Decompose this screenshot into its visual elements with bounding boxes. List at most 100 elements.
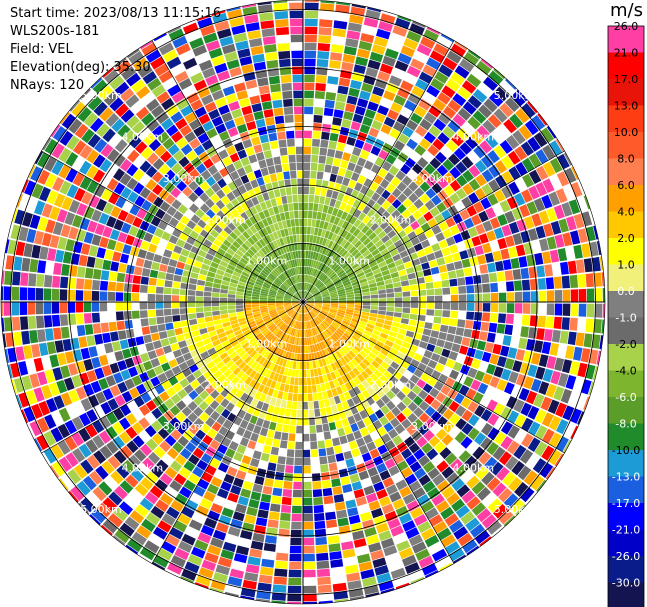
- radar-gate: [531, 352, 541, 365]
- radar-gate: [457, 319, 466, 328]
- radar-gate: [554, 234, 565, 248]
- radar-gate: [453, 554, 466, 564]
- radar-gate: [252, 352, 260, 361]
- radar-gate: [500, 436, 513, 450]
- radar-gate: [203, 224, 213, 234]
- radar-gate: [528, 169, 542, 184]
- radar-gate: [203, 32, 218, 44]
- radar-gate: [389, 347, 399, 356]
- radar-gate: [303, 290, 305, 298]
- radar-gate: [68, 226, 79, 240]
- radar-gate: [139, 284, 148, 293]
- radar-gate: [242, 342, 250, 350]
- radar-gate: [146, 152, 159, 165]
- radar-gate: [68, 389, 80, 403]
- radar-gate: [338, 293, 346, 297]
- radar-gate: [284, 253, 290, 261]
- radar-gate: [449, 225, 460, 236]
- radar-gate: [296, 305, 301, 312]
- radar-gate: [315, 335, 321, 343]
- radar-gate: [72, 140, 87, 155]
- radar-gate: [380, 587, 395, 594]
- radar-gate: [549, 174, 562, 190]
- radar-gate: [34, 200, 46, 216]
- radar-gate: [374, 239, 384, 248]
- radar-gate: [394, 287, 402, 293]
- radar-gate: [303, 449, 311, 458]
- radar-gate: [243, 298, 252, 302]
- radar-gate: [328, 543, 341, 552]
- radar-gate: [230, 485, 242, 496]
- radar-gate: [286, 400, 292, 409]
- radar-gate: [296, 234, 300, 243]
- radar-gate: [434, 71, 449, 84]
- radar-gate: [200, 423, 211, 434]
- radar-gate: [347, 507, 359, 517]
- radar-gate: [61, 196, 73, 211]
- radar-gate: [301, 313, 303, 322]
- radar-gate: [220, 78, 233, 89]
- radar-gate: [137, 127, 151, 140]
- radar-gate: [515, 244, 526, 257]
- radar-gate: [174, 473, 187, 486]
- radar-gate: [319, 313, 326, 319]
- radar-gate: [308, 312, 313, 320]
- radar-gate: [246, 422, 255, 432]
- radar-gate: [490, 303, 499, 313]
- radar-gate: [281, 496, 292, 506]
- radar-gate: [378, 289, 386, 295]
- radar-gate: [143, 334, 153, 344]
- radar-gate: [274, 164, 283, 173]
- radar-gate: [152, 340, 162, 350]
- radar-gate: [326, 189, 333, 198]
- radar-gate: [283, 334, 289, 342]
- radar-gate: [271, 495, 282, 505]
- radar-gate: [194, 582, 209, 589]
- radar-gate: [315, 544, 328, 554]
- radar-gate: [322, 374, 329, 383]
- radar-gate: [494, 86, 510, 102]
- radar-gate: [296, 162, 303, 171]
- radar-gate: [252, 243, 261, 252]
- radar-gate: [314, 300, 323, 302]
- radar-gate: [110, 206, 122, 218]
- radar-gate: [324, 365, 330, 374]
- radar-gate: [118, 501, 134, 515]
- colorbar-swatch: [608, 450, 644, 477]
- radar-gate: [346, 95, 358, 105]
- radar-gate: [121, 222, 132, 234]
- radar-gate: [279, 147, 288, 156]
- radar-gate: [448, 426, 461, 439]
- radar-gate: [69, 99, 81, 112]
- radar-gate: [396, 390, 406, 401]
- radar-gate: [262, 36, 276, 45]
- radar-gate: [215, 404, 225, 415]
- radar-gate: [339, 302, 347, 305]
- radar-gate: [161, 97, 175, 111]
- radar-gate: [420, 36, 436, 49]
- radar-gate: [546, 303, 555, 316]
- radar-gate: [201, 263, 210, 271]
- radar-gate: [435, 428, 448, 441]
- radar-gate: [309, 276, 313, 284]
- radar-gate: [396, 333, 405, 341]
- radar-gate: [389, 375, 399, 385]
- radar-gate: [509, 498, 525, 514]
- radar-gate: [515, 504, 527, 516]
- radar-gate: [303, 361, 307, 370]
- radar-gate: [318, 272, 324, 280]
- radar-gate: [197, 87, 211, 99]
- radar-gate: [498, 487, 513, 503]
- colorbar-swatch: [608, 185, 644, 212]
- radar-gate: [424, 229, 435, 239]
- radar-gate: [366, 441, 377, 452]
- radar-gate: [303, 202, 309, 211]
- radar-gate: [340, 159, 349, 169]
- radar-gate: [30, 166, 43, 182]
- radar-gate: [474, 349, 484, 360]
- radar-gate: [53, 193, 66, 208]
- radar-gate: [219, 293, 228, 298]
- radar-gate: [159, 440, 171, 453]
- radar-gate: [534, 252, 544, 266]
- radar-gate: [569, 361, 580, 376]
